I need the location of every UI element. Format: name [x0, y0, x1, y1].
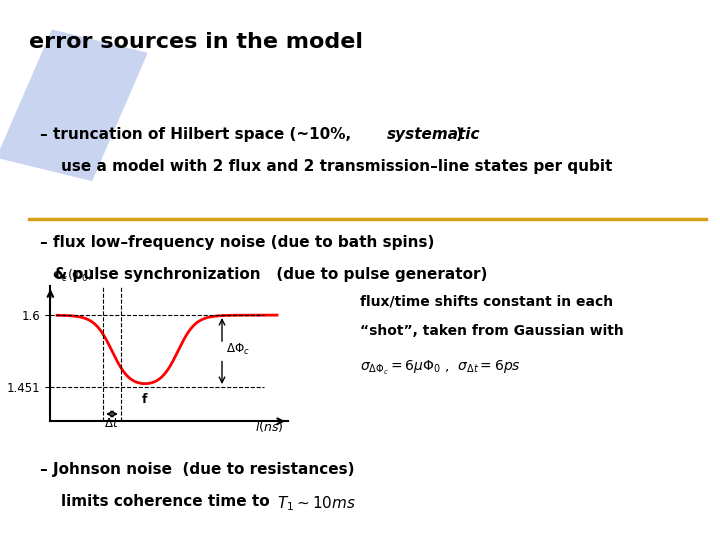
Text: – Johnson noise  (due to resistances): – Johnson noise (due to resistances) [40, 462, 354, 477]
Text: – flux low–frequency noise (due to bath spins): – flux low–frequency noise (due to bath … [40, 235, 434, 250]
Text: “shot”, taken from Gaussian with: “shot”, taken from Gaussian with [360, 324, 624, 338]
Text: use a model with 2 flux and 2 transmission–line states per qubit: use a model with 2 flux and 2 transmissi… [61, 159, 613, 174]
Text: limits coherence time to: limits coherence time to [61, 494, 270, 509]
Text: ): ) [456, 127, 463, 142]
Text: $T_1 \sim 10ms$: $T_1 \sim 10ms$ [277, 494, 356, 513]
Text: & pulse synchronization   (due to pulse generator): & pulse synchronization (due to pulse ge… [54, 267, 487, 282]
Text: f: f [143, 393, 148, 406]
Text: – truncation of Hilbert space (~10%,: – truncation of Hilbert space (~10%, [40, 127, 356, 142]
Text: $\Delta t$: $\Delta t$ [104, 417, 120, 430]
Text: $\sigma_{\Delta\Phi_c} = 6\mu\Phi_0$ ,  $\sigma_{\Delta t} = 6ps$: $\sigma_{\Delta\Phi_c} = 6\mu\Phi_0$ , $… [360, 359, 521, 377]
Text: $l(ns)$: $l(ns)$ [255, 419, 284, 434]
Text: $\Delta\Phi_c$: $\Delta\Phi_c$ [226, 342, 251, 357]
Text: systematic: systematic [387, 127, 480, 142]
Text: error sources in the model: error sources in the model [29, 32, 363, 52]
Text: flux/time shifts constant in each: flux/time shifts constant in each [360, 294, 613, 308]
Text: $\Phi_c(\Phi_0)$: $\Phi_c(\Phi_0)$ [52, 268, 93, 284]
FancyBboxPatch shape [0, 29, 148, 181]
